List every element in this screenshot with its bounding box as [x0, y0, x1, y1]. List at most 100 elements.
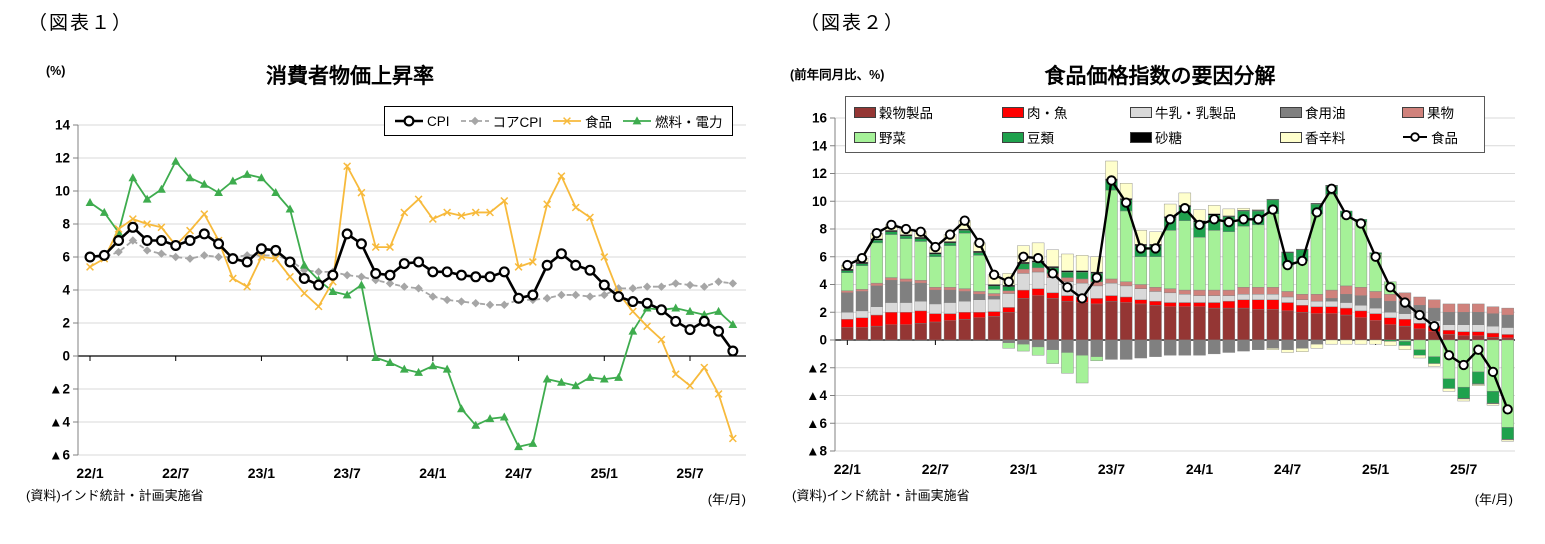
bar-segment-果物 — [1222, 289, 1236, 296]
bar-segment-野菜 — [929, 256, 942, 288]
legend-swatch-icon — [854, 131, 876, 143]
bar-segment-食用油 — [1296, 339, 1309, 349]
series-食品 — [842, 175, 1513, 415]
bar-segment-肉・魚 — [855, 317, 869, 328]
bar-segment-野菜 — [1017, 343, 1030, 352]
bar-segment-穀物製品 — [1413, 328, 1426, 341]
bar-segment-牛乳・乳製品 — [1017, 273, 1030, 291]
bar-segment-果物 — [1442, 303, 1456, 313]
bar-segment-野菜 — [1061, 352, 1074, 374]
y-axis-label: 0 — [62, 349, 70, 364]
legend-item-果物: 果物 — [1402, 102, 1476, 122]
bar-segment-穀物製品 — [1457, 335, 1470, 341]
bar-segment-食用油 — [1442, 312, 1456, 325]
bar-segment-牛乳・乳製品 — [1340, 302, 1353, 309]
bar-segment-牛乳・乳製品 — [1031, 271, 1045, 289]
legend-item-コアCPI: コアCPI — [460, 111, 542, 131]
bar-segment-果物 — [914, 280, 927, 284]
stacked-bars — [841, 160, 1514, 442]
x-axis-label: 22/1 — [76, 465, 103, 481]
y-axis-label: 8 — [819, 222, 827, 237]
bar-segment-香辛料 — [1457, 398, 1470, 402]
bar-segment-食用油 — [1163, 339, 1177, 356]
bar-segment-香辛料 — [1354, 339, 1368, 345]
bar-segment-野菜 — [943, 245, 957, 288]
bar-segment-牛乳・乳製品 — [1354, 305, 1368, 312]
legend-label: 砂糖 — [1155, 131, 1182, 146]
bar-segment-肉・魚 — [1031, 288, 1045, 296]
bar-segment-野菜 — [987, 289, 1001, 294]
bar-segment-食用油 — [1075, 339, 1089, 356]
bar-segment-穀物製品 — [885, 324, 898, 341]
y-axis-label: 0 — [819, 333, 827, 348]
bar-segment-肉・魚 — [1486, 332, 1500, 338]
bar-segment-野菜 — [1163, 230, 1177, 289]
bar-segment-果物 — [855, 289, 869, 292]
bar-segment-穀物製品 — [1398, 325, 1412, 341]
bar-segment-穀物製品 — [1178, 306, 1192, 341]
bar-segment-砂糖 — [885, 230, 898, 232]
series-line — [89, 225, 734, 352]
bar-segment-食用油 — [973, 294, 986, 300]
legend-swatch-icon — [1130, 131, 1152, 143]
bar-segment-香辛料 — [1252, 209, 1265, 211]
bar-segment-肉・魚 — [1061, 295, 1074, 302]
bar-segment-食用油 — [1486, 313, 1500, 327]
bar-segment-果物 — [1178, 289, 1192, 295]
bar-segment-食用油 — [1384, 300, 1397, 313]
line-marker — [1253, 214, 1264, 225]
figure1-axis-note: (年/月) — [707, 492, 746, 507]
bar-segment-香辛料 — [1398, 345, 1412, 350]
bar-segment-豆類 — [1501, 427, 1514, 440]
bar-segment-穀物製品 — [1134, 303, 1148, 341]
bar-segment-野菜 — [1428, 339, 1441, 357]
bar-segment-穀物製品 — [1002, 312, 1015, 341]
line-marker — [1062, 282, 1073, 293]
line-marker — [930, 241, 941, 253]
series-CPI — [84, 221, 739, 357]
line-marker — [1311, 207, 1323, 218]
y-axis-label: 12 — [55, 151, 70, 166]
bar-segment-牛乳・乳製品 — [1457, 324, 1470, 332]
bar-segment-穀物製品 — [1442, 334, 1456, 341]
bar-segment-果物 — [973, 291, 986, 295]
figure1-tag: （図表１） — [28, 13, 134, 34]
line-marker — [1018, 251, 1029, 262]
line-marker — [1179, 203, 1190, 214]
bar-segment-穀物製品 — [1266, 309, 1280, 341]
bar-segment-牛乳・乳製品 — [1398, 313, 1412, 320]
line-marker — [871, 228, 882, 239]
bar-segment-香辛料 — [1046, 249, 1059, 267]
bar-segment-食用油 — [1457, 312, 1470, 325]
bar-segment-穀物製品 — [841, 327, 854, 341]
bar-segment-穀物製品 — [1501, 337, 1514, 341]
figure2-title: 食品価格指数の要因分解 — [1044, 65, 1276, 88]
bar-segment-牛乳・乳製品 — [958, 300, 971, 313]
bar-segment-牛乳・乳製品 — [1501, 327, 1514, 335]
bar-segment-穀物製品 — [929, 321, 942, 341]
bar-segment-野菜 — [885, 234, 898, 278]
bar-segment-穀物製品 — [1340, 314, 1353, 341]
y-axis-label: 6 — [819, 249, 827, 264]
x-axis-label: 23/1 — [1010, 461, 1037, 477]
line-marker — [1473, 344, 1484, 355]
bar-segment-肉・魚 — [1222, 300, 1236, 309]
bar-segment-豆類 — [929, 253, 942, 257]
legend-item-香辛料: 香辛料 — [1280, 127, 1402, 147]
line-marker — [944, 229, 956, 240]
legend-label: 香辛料 — [1305, 131, 1346, 146]
bar-segment-穀物製品 — [1119, 302, 1133, 341]
bar-segment-穀物製品 — [1075, 302, 1089, 341]
bar-segment-果物 — [1237, 287, 1250, 295]
legend-label: 豆類 — [1027, 131, 1054, 146]
bar-segment-食用油 — [1252, 339, 1265, 350]
bar-segment-豆類 — [987, 285, 1001, 290]
bar-segment-果物 — [1413, 296, 1426, 306]
line-marker — [1341, 209, 1352, 221]
legend-label: 果物 — [1427, 106, 1454, 121]
line-marker — [1091, 272, 1102, 283]
bar-segment-豆類 — [1075, 271, 1089, 280]
bar-segment-果物 — [1501, 307, 1514, 316]
bar-segment-果物 — [1017, 269, 1030, 274]
